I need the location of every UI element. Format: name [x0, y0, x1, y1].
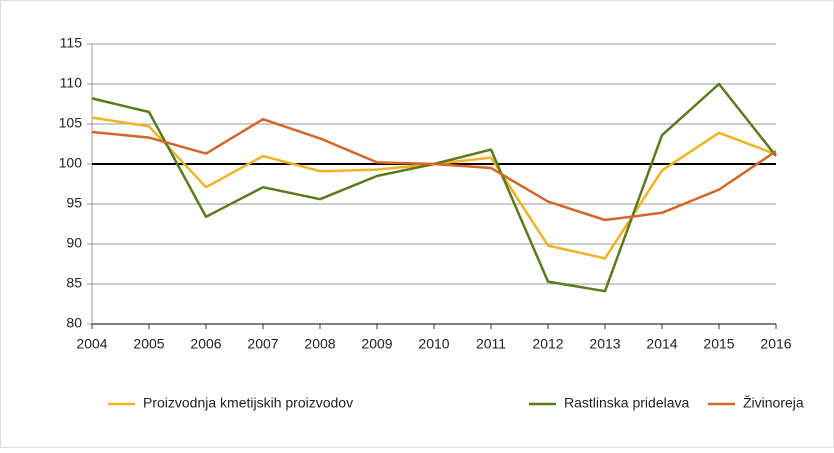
x-tick-label: 2008	[304, 336, 335, 352]
x-tick-label: 2009	[361, 336, 392, 352]
y-tick-label: 100	[59, 155, 83, 171]
x-tick-label: 2012	[532, 336, 563, 352]
series-line	[91, 117, 777, 222]
y-tick-label: 115	[60, 35, 83, 51]
x-tick-label: 2004	[76, 336, 107, 352]
y-tick-label: 80	[66, 315, 82, 331]
x-tick-label: 2011	[476, 336, 506, 352]
x-tick-label: 2014	[646, 336, 677, 352]
legend-label: Rastlinska pridelava	[564, 395, 689, 411]
x-tick-label: 2007	[247, 336, 278, 352]
legend-label: Proizvodnja kmetijskih proizvodov	[143, 395, 353, 411]
x-tick-label: 2015	[703, 336, 734, 352]
y-tick-label: 85	[66, 275, 82, 291]
x-tick-label: 2016	[760, 336, 791, 352]
x-tick-label: 2010	[418, 336, 449, 352]
x-tick-label: 2005	[133, 336, 164, 352]
y-tick-label: 105	[59, 115, 83, 131]
x-tick-label: 2006	[190, 336, 221, 352]
legend-label: Živinoreja	[743, 395, 804, 411]
y-tick-label: 110	[60, 75, 83, 91]
x-tick-label: 2013	[589, 336, 620, 352]
y-tick-label: 90	[66, 235, 82, 251]
y-tick-label: 95	[66, 195, 82, 211]
